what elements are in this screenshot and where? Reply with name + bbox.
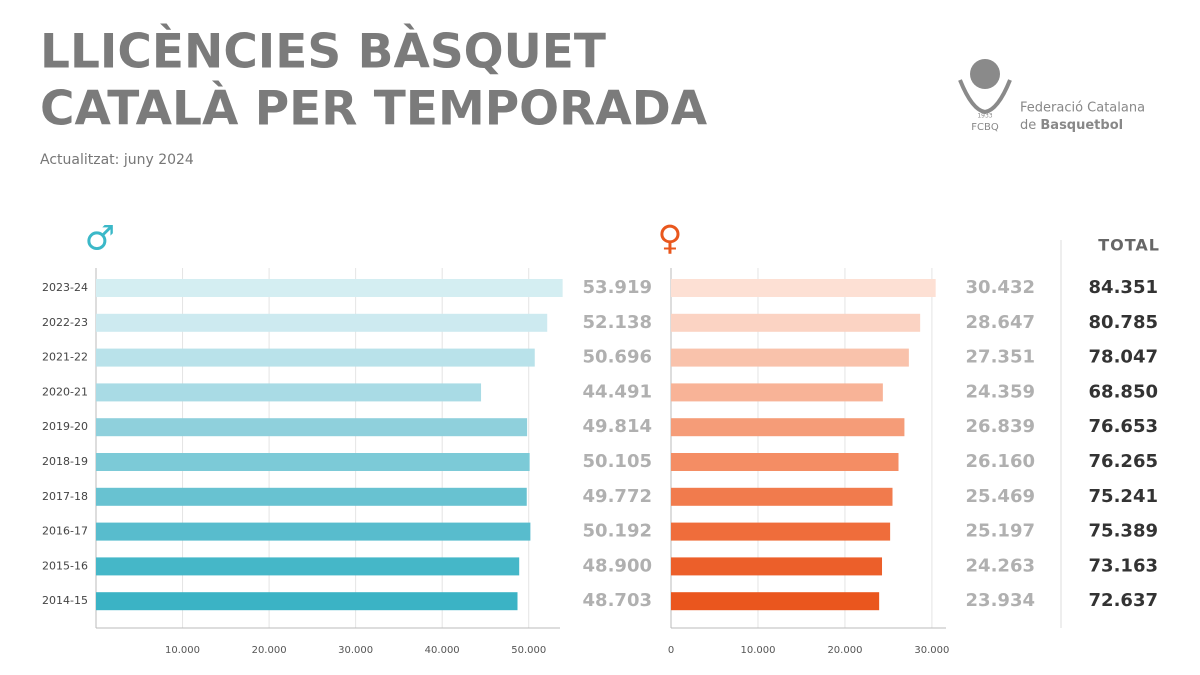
- x-tick-label: 20.000: [827, 645, 862, 656]
- legend-symbol: ♀: [658, 219, 683, 259]
- bar: [671, 557, 883, 576]
- value-label: 24.359: [966, 381, 1035, 402]
- category-label: 2023-24: [42, 281, 88, 294]
- category-label: 2020-21: [42, 385, 88, 398]
- category-label: 2019-20: [42, 420, 88, 433]
- total-value: 80.785: [1089, 312, 1158, 333]
- bar: [671, 383, 883, 402]
- logo-year: 1933: [977, 113, 992, 120]
- value-label: 50.105: [583, 451, 652, 472]
- value-label: 26.160: [966, 451, 1035, 472]
- value-label: 49.772: [583, 486, 652, 507]
- bar: [96, 279, 563, 297]
- x-tick-label: 40.000: [425, 645, 460, 656]
- title: LLICÈNCIES BÀSQUET: [40, 25, 606, 80]
- logo-ball: [970, 59, 1000, 89]
- value-label: 28.647: [966, 312, 1035, 333]
- value-label: 48.900: [583, 555, 652, 576]
- bar: [671, 348, 909, 367]
- category-label: 2015-16: [42, 559, 88, 572]
- total-value: 73.163: [1089, 555, 1158, 576]
- category-label: 2018-19: [42, 455, 88, 468]
- bar: [96, 383, 482, 402]
- bar: [671, 487, 893, 506]
- logo-name: de Basquetbol: [1020, 118, 1123, 133]
- value-label: 23.934: [966, 590, 1035, 611]
- bar: [671, 279, 936, 297]
- category-label: 2017-18: [42, 490, 88, 503]
- value-label: 30.432: [966, 277, 1035, 298]
- totals-header: TOTAL: [1098, 236, 1160, 255]
- logo: 1933 FCBQ Federació Catalana de Basquetb…: [958, 59, 1145, 133]
- total-value: 72.637: [1089, 590, 1158, 611]
- value-label: 50.696: [583, 347, 652, 368]
- category-label: 2014-15: [42, 594, 88, 607]
- value-label: 25.469: [966, 486, 1035, 507]
- x-tick-label: 20.000: [252, 645, 287, 656]
- value-label: 24.263: [966, 555, 1035, 576]
- bar: [671, 453, 899, 471]
- value-label: 25.197: [966, 521, 1035, 542]
- value-label: 48.703: [583, 590, 652, 611]
- category-label: 2021-22: [42, 351, 88, 364]
- title: CATALÀ PER TEMPORADA: [40, 82, 708, 137]
- total-value: 75.389: [1089, 521, 1158, 542]
- logo-name: de: [1020, 118, 1036, 133]
- x-tick-label: 50.000: [511, 645, 546, 656]
- bar: [96, 313, 548, 332]
- bar: [671, 313, 921, 332]
- total-value: 76.265: [1089, 451, 1158, 472]
- logo-name: Federació Catalana: [1020, 101, 1145, 116]
- bar: [96, 348, 535, 367]
- x-tick-label: 30.000: [914, 645, 949, 656]
- total-value: 76.653: [1089, 416, 1158, 437]
- value-label: 26.839: [966, 416, 1035, 437]
- bar: [96, 557, 520, 576]
- value-label: 49.814: [583, 416, 652, 437]
- total-value: 78.047: [1089, 347, 1158, 368]
- total-value: 68.850: [1089, 381, 1158, 402]
- bar: [96, 418, 528, 437]
- bar: [96, 592, 518, 611]
- bar: [671, 592, 880, 611]
- x-tick-label: 10.000: [165, 645, 200, 656]
- value-label: 52.138: [583, 312, 652, 333]
- total-value: 75.241: [1089, 486, 1158, 507]
- logo-name: Basquetbol: [1040, 118, 1123, 133]
- bar: [96, 522, 531, 541]
- bar: [96, 487, 527, 506]
- value-label: 53.919: [583, 277, 652, 298]
- subtitle: Actualitzat: juny 2024: [40, 152, 194, 168]
- category-label: 2022-23: [42, 316, 88, 329]
- total-value: 84.351: [1089, 277, 1158, 298]
- bar: [96, 453, 530, 471]
- bar: [671, 522, 891, 541]
- logo-arc: [958, 79, 1012, 115]
- bar: [671, 418, 905, 437]
- legend-symbol: ♂: [85, 219, 115, 259]
- value-label: 27.351: [966, 347, 1035, 368]
- x-tick-label: 10.000: [740, 645, 775, 656]
- x-tick-label: 0: [668, 645, 674, 656]
- value-label: 44.491: [583, 381, 652, 402]
- x-tick-label: 30.000: [338, 645, 373, 656]
- logo-short: FCBQ: [971, 122, 999, 133]
- value-label: 50.192: [583, 521, 652, 542]
- category-label: 2016-17: [42, 525, 88, 538]
